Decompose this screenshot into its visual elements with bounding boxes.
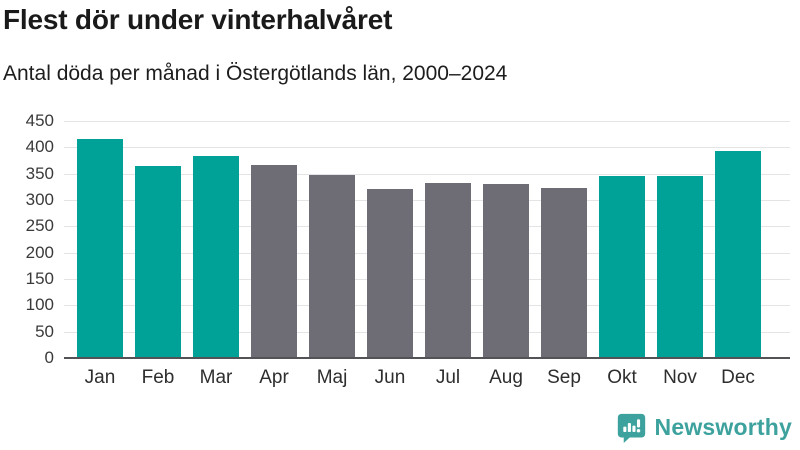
chart-subtitle: Antal döda per månad i Östergötlands län… bbox=[3, 62, 508, 85]
bar-dec bbox=[715, 150, 761, 358]
bar-sep bbox=[541, 188, 587, 358]
x-tick-label-maj: Maj bbox=[316, 367, 348, 388]
x-tick-label-jun: Jun bbox=[374, 367, 406, 388]
bar-mar bbox=[193, 155, 239, 358]
x-tick-label-apr: Apr bbox=[259, 367, 289, 388]
bar-feb bbox=[135, 165, 181, 358]
y-tick-label-250: 250 bbox=[25, 216, 54, 236]
y-tick-label-450: 450 bbox=[25, 111, 54, 130]
gridline-350 bbox=[64, 173, 790, 175]
plot-area bbox=[64, 121, 790, 358]
y-tick-label-100: 100 bbox=[25, 295, 54, 315]
x-tick-label-okt: Okt bbox=[607, 367, 637, 388]
bar-jun bbox=[367, 189, 413, 358]
y-tick-label-350: 350 bbox=[25, 163, 54, 183]
bar-maj bbox=[309, 174, 355, 358]
y-tick-label-400: 400 bbox=[25, 137, 54, 157]
x-tick-label-sep: Sep bbox=[547, 367, 581, 388]
gridline-450 bbox=[64, 121, 790, 122]
bar-jan bbox=[77, 139, 123, 358]
x-tick-label-nov: Nov bbox=[663, 367, 697, 388]
y-tick-label-150: 150 bbox=[25, 269, 54, 288]
page-title: Flest dör under vinterhalvåret bbox=[3, 4, 393, 35]
bar-aug bbox=[483, 184, 529, 358]
x-tick-label-jul: Jul bbox=[435, 367, 461, 388]
newsworthy-brand-text: Newsworthy bbox=[654, 414, 792, 440]
x-axis-labels: Jan Feb Mar Apr Maj Jun Jul Aug Sep Okt Nov Dec bbox=[64, 367, 790, 389]
x-tick-label-feb: Feb bbox=[141, 367, 175, 388]
x-tick-label-dec: Dec bbox=[721, 367, 755, 388]
newsworthy-bar-chart-bubble-icon bbox=[617, 413, 645, 443]
y-tick-label-0: 0 bbox=[44, 348, 54, 367]
gridline-400 bbox=[64, 147, 790, 149]
bar-nov bbox=[657, 175, 703, 358]
x-tick-label-mar: Mar bbox=[199, 367, 233, 388]
y-tick-label-300: 300 bbox=[25, 190, 54, 209]
x-tick-label-jan: Jan bbox=[84, 367, 116, 388]
bar-okt bbox=[599, 175, 645, 358]
y-tick-label-200: 200 bbox=[25, 242, 54, 262]
bar-jul bbox=[425, 182, 471, 358]
bar-apr bbox=[251, 164, 297, 358]
newsworthy-logo: Newsworthy bbox=[616, 412, 792, 443]
y-tick-label-50: 50 bbox=[35, 321, 54, 341]
x-axis-line bbox=[64, 357, 790, 359]
x-tick-label-aug: Aug bbox=[489, 367, 523, 388]
